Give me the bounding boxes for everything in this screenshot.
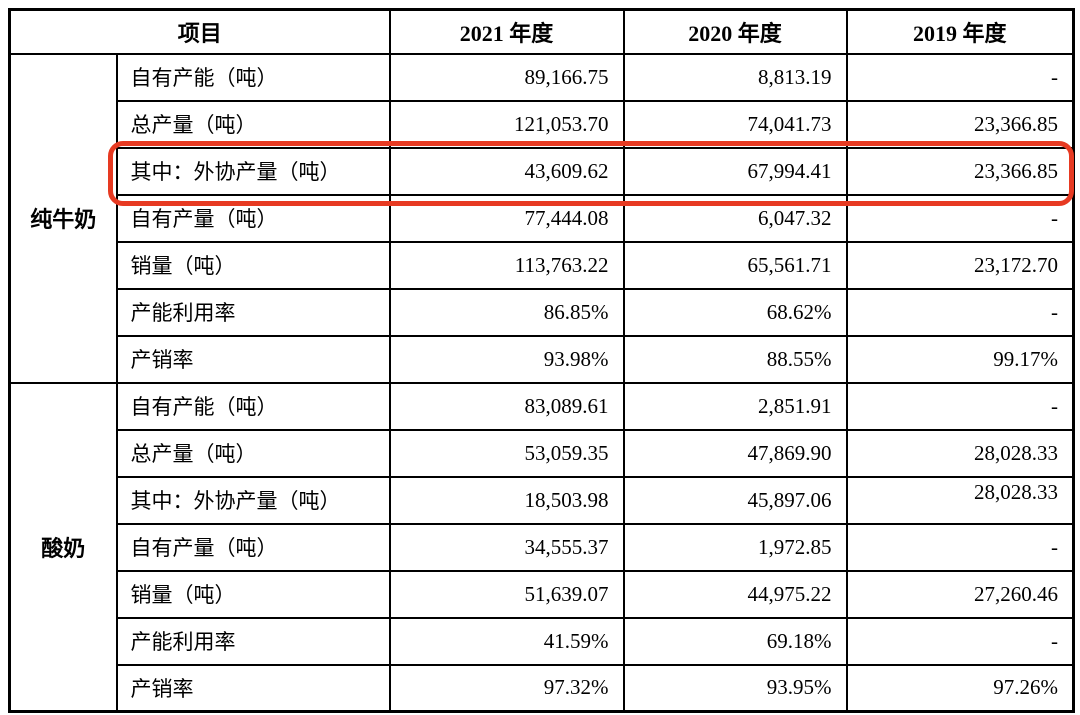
value-cell: 65,561.71 — [622, 240, 848, 290]
value-cell: - — [845, 381, 1075, 431]
row-label: 产能利用率 — [115, 287, 391, 337]
row-label: 销量（吨） — [115, 569, 391, 619]
table-row: 总产量（吨） 53,059.35 47,869.90 28,028.33 — [10, 428, 1075, 478]
row-label: 产销率 — [115, 663, 391, 713]
row-label: 自有产能（吨） — [115, 381, 391, 431]
group-cell-yogurt: 酸奶 — [8, 381, 118, 713]
production-table: 项目 2021 年度 2020 年度 2019 年度 纯牛奶 自有产能（吨） 8… — [8, 8, 1076, 713]
table-row: 销量（吨） 51,639.07 44,975.22 27,260.46 — [10, 569, 1075, 619]
row-label: 自有产量（吨） — [115, 522, 391, 572]
value-cell: 34,555.37 — [388, 522, 625, 572]
value-cell: - — [845, 616, 1075, 666]
value-cell: 2,851.91 — [622, 381, 848, 431]
table-row: 销量（吨） 113,763.22 65,561.71 23,172.70 — [10, 240, 1075, 290]
table-row: 自有产量（吨） 34,555.37 1,972.85 - — [10, 522, 1075, 572]
value-cell: - — [845, 193, 1075, 243]
value-cell: 45,897.06 — [622, 475, 848, 525]
value-cell: 77,444.08 — [388, 193, 625, 243]
value-cell: 43,609.62 — [388, 146, 625, 196]
value-cell: 47,869.90 — [622, 428, 848, 478]
value-cell: 51,639.07 — [388, 569, 625, 619]
value-cell: 99.17% — [845, 334, 1075, 384]
header-row: 项目 2021 年度 2020 年度 2019 年度 — [8, 8, 1075, 55]
row-label: 产销率 — [115, 334, 391, 384]
header-year-2021: 2021 年度 — [388, 8, 625, 55]
value-cell: 121,053.70 — [388, 99, 625, 149]
header-year-2020: 2020 年度 — [622, 8, 848, 55]
row-label: 总产量（吨） — [115, 99, 391, 149]
value-cell: 86.85% — [388, 287, 625, 337]
value-cell: - — [845, 522, 1075, 572]
value-cell: 18,503.98 — [388, 475, 625, 525]
row-label: 其中：外协产量（吨） — [115, 146, 391, 196]
value-cell: 23,172.70 — [845, 240, 1075, 290]
value-cell: 93.98% — [388, 334, 625, 384]
value-cell: 89,166.75 — [388, 52, 625, 102]
value-cell: - — [845, 287, 1075, 337]
table-row-highlighted: 其中：外协产量（吨） 43,609.62 67,994.41 23,366.85 — [10, 146, 1075, 196]
value-cell: 28,028.33 — [845, 475, 1075, 525]
row-label: 自有产量（吨） — [115, 193, 391, 243]
value-cell: 67,994.41 — [622, 146, 848, 196]
table-row: 纯牛奶 自有产能（吨） 89,166.75 8,813.19 - — [8, 52, 1075, 384]
table-row: 产能利用率 41.59% 69.18% - — [10, 616, 1075, 666]
table-row: 酸奶 自有产能（吨） 83,089.61 2,851.91 - — [8, 381, 1075, 713]
value-cell: 69.18% — [622, 616, 848, 666]
value-cell: 113,763.22 — [388, 240, 625, 290]
row-label: 产能利用率 — [115, 616, 391, 666]
value-cell: 23,366.85 — [845, 146, 1075, 196]
row-label: 总产量（吨） — [115, 428, 391, 478]
group-cell-pure-milk: 纯牛奶 — [8, 52, 118, 384]
value-cell: 68.62% — [622, 287, 848, 337]
value-cell: 1,972.85 — [622, 522, 848, 572]
value-cell: 97.26% — [845, 663, 1075, 713]
row-label: 自有产能（吨） — [115, 52, 391, 102]
value-cell: 27,260.46 — [845, 569, 1075, 619]
value-cell: 8,813.19 — [622, 52, 848, 102]
value-cell: 28,028.33 — [845, 428, 1075, 478]
value-cell: - — [845, 52, 1075, 102]
value-cell: 83,089.61 — [388, 381, 625, 431]
value-cell: 93.95% — [622, 663, 848, 713]
table-row: 产销率 97.32% 93.95% 97.26% — [10, 663, 1075, 713]
value-cell: 41.59% — [388, 616, 625, 666]
row-label: 销量（吨） — [115, 240, 391, 290]
value-cell: 88.55% — [622, 334, 848, 384]
value-cell: 44,975.22 — [622, 569, 848, 619]
value-cell: 23,366.85 — [845, 99, 1075, 149]
row-label: 其中：外协产量（吨） — [115, 475, 391, 525]
value-cell: 53,059.35 — [388, 428, 625, 478]
table-row: 其中：外协产量（吨） 18,503.98 45,897.06 28,028.33 — [10, 475, 1075, 525]
header-item: 项目 — [8, 8, 391, 55]
table-row: 产销率 93.98% 88.55% 99.17% — [10, 334, 1075, 384]
header-year-2019: 2019 年度 — [845, 8, 1075, 55]
value-cell: 74,041.73 — [622, 99, 848, 149]
table-row: 自有产量（吨） 77,444.08 6,047.32 - — [10, 193, 1075, 243]
value-cell: 97.32% — [388, 663, 625, 713]
value-cell: 6,047.32 — [622, 193, 848, 243]
table-row: 总产量（吨） 121,053.70 74,041.73 23,366.85 — [10, 99, 1075, 149]
table-row: 产能利用率 86.85% 68.62% - — [10, 287, 1075, 337]
